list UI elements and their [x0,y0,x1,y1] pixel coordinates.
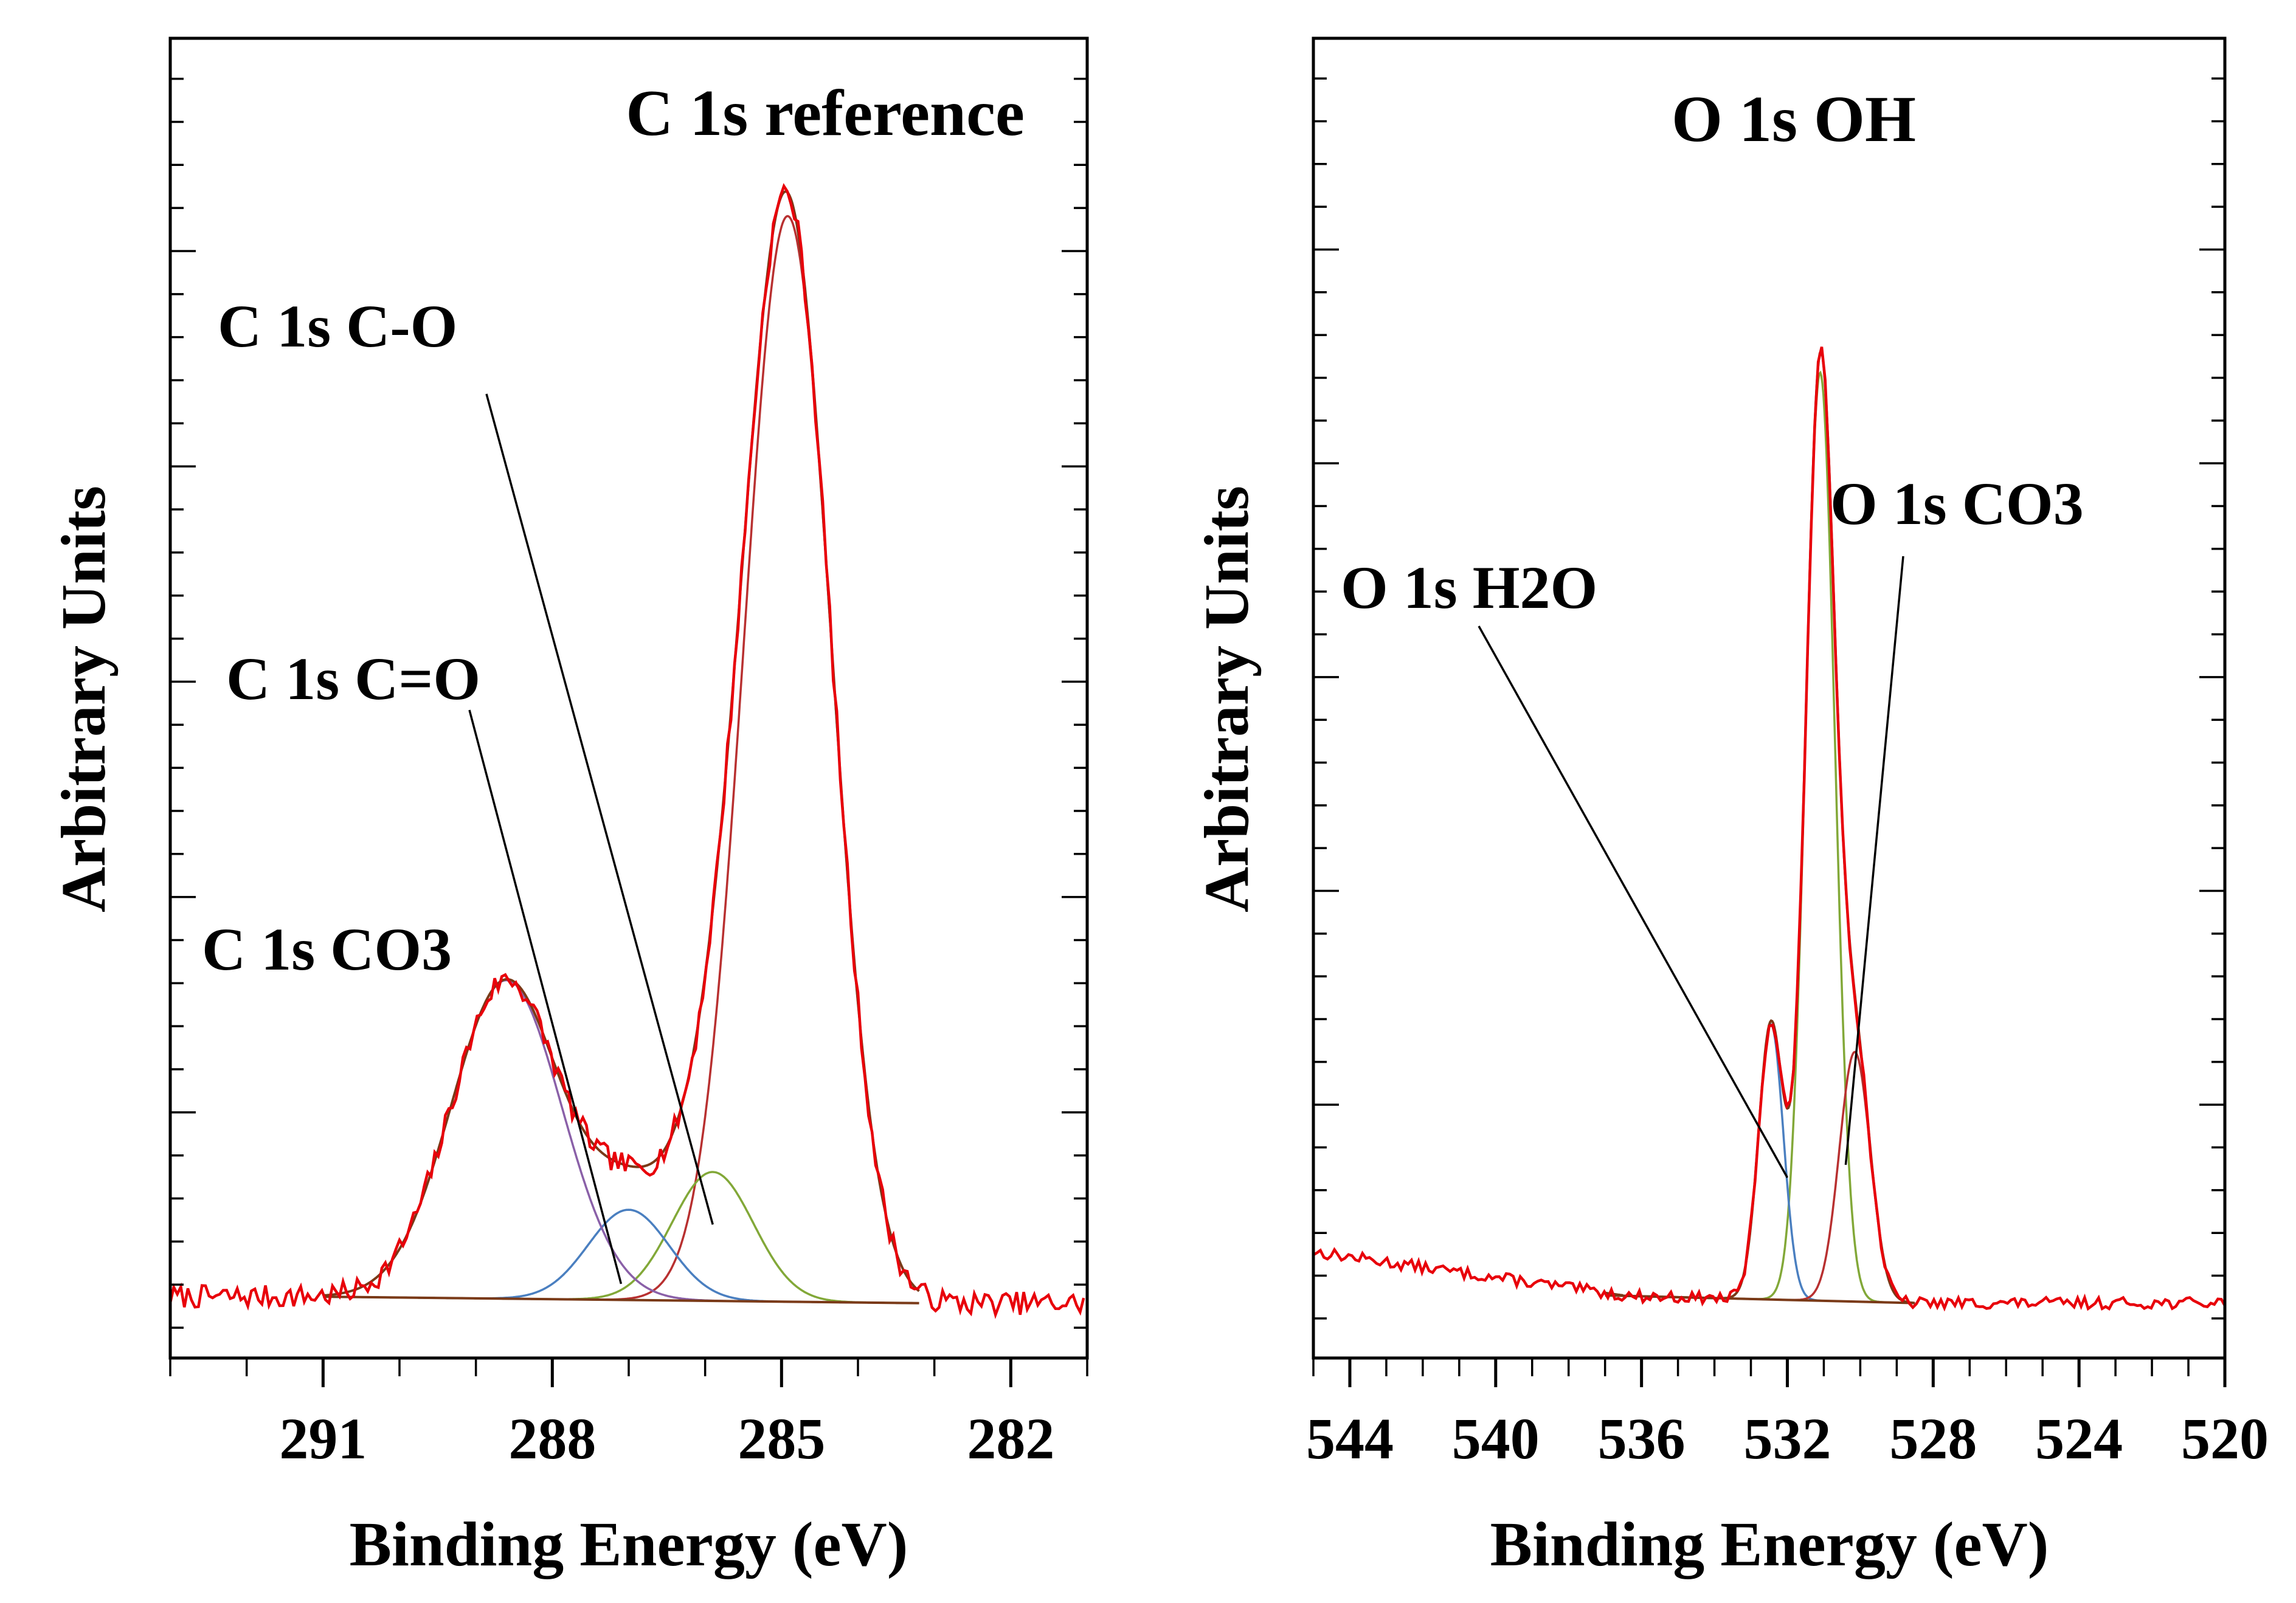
measured-spectrum [1312,346,2226,1312]
c1s-label-co3: C 1s CO3 [202,915,452,983]
c1s-y-axis-title: Arbitrary Units [49,486,119,912]
component-curve-1 [1654,1022,1887,1304]
component-curve-1 [330,1171,919,1305]
c1s-traces [168,183,1085,1320]
label-pointer-line [1478,626,1789,1179]
o1s-y-axis-title: Arbitrary Units [1192,486,1262,912]
c1s-ticks [169,77,1088,1387]
o1s-label-pointers [1478,556,1904,1179]
baseline-curve [323,1295,919,1305]
o1s-ticks [1312,77,2227,1387]
panel-c1s: 291 288 285 282 C 1s reference C 1s C-O C 1… [49,36,1089,1579]
o1s-title: O 1s OH [1672,83,1916,156]
c1s-tick-labels: 291 288 285 282 [279,1406,1054,1471]
c1s-label-co: C 1s C-O [218,292,457,360]
panel-o1s: 544 540 536 532 528 524 520 O 1s OH O 1s H2O O… [1192,36,2269,1579]
label-pointer-line [485,393,714,1225]
x-tick-label: 524 [2035,1406,2123,1471]
c1s-label-pointers [468,393,714,1284]
component-curve-3 [323,979,919,1305]
label-pointer-line [1844,556,1904,1165]
x-tick-label: 544 [1306,1406,1394,1471]
x-tick-label: 532 [1743,1406,1831,1471]
x-tick-label: 536 [1598,1406,1686,1471]
o1s-label-h2o: O 1s H2O [1341,554,1597,621]
o1s-x-axis-title: Binding Energy (eV) [1490,1509,2049,1579]
measured-spectrum [168,183,1085,1320]
c1s-label-c-double-o: C 1s C=O [226,645,480,712]
o1s-traces [1312,346,2226,1312]
x-tick-label: 528 [1889,1406,1977,1471]
x-tick-label: 520 [2181,1406,2269,1471]
o1s-tick-labels: 544 540 536 532 528 524 520 [1306,1406,2269,1471]
x-tick-label: 291 [279,1406,367,1471]
c1s-title: C 1s reference [626,77,1025,150]
x-tick-label: 285 [738,1406,825,1471]
x-tick-label: 282 [967,1406,1054,1471]
x-tick-label: 288 [508,1406,596,1471]
component-curve-0 [375,215,920,1301]
c1s-x-axis-title: Binding Energy (eV) [350,1509,908,1579]
o1s-label-co3: O 1s CO3 [1830,470,2084,537]
o1s-plot-frame [1312,36,2227,1360]
x-tick-label: 540 [1452,1406,1540,1471]
label-pointer-line [468,709,623,1284]
